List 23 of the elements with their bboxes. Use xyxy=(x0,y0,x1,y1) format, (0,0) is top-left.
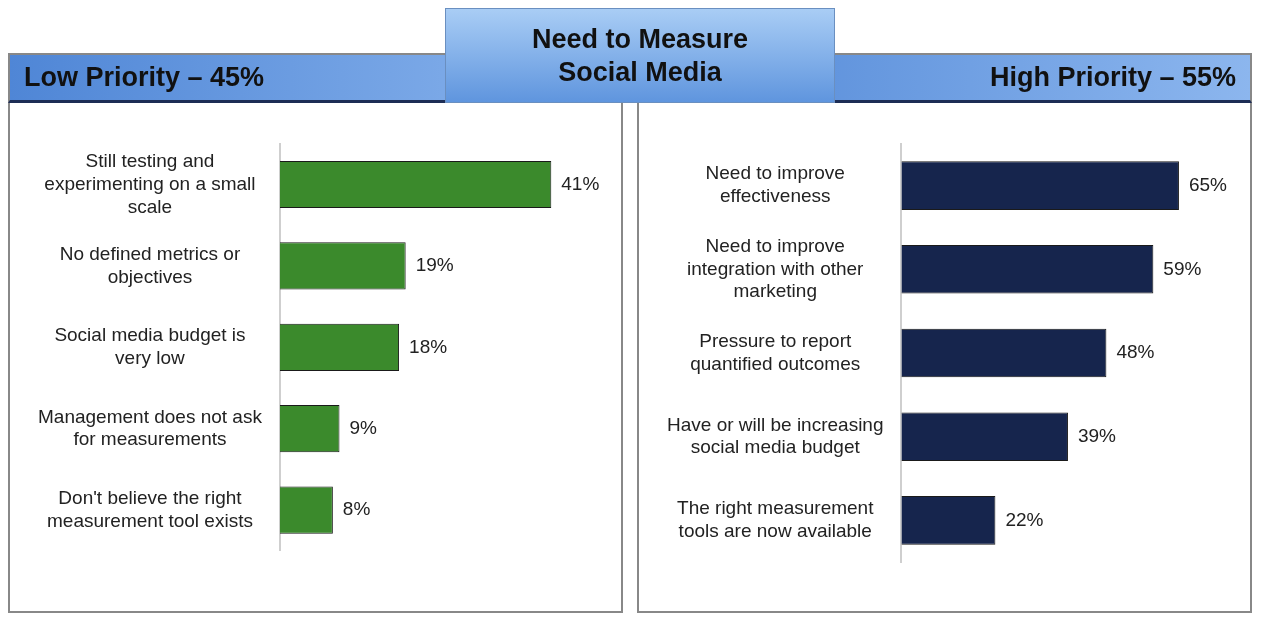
data-label: 19% xyxy=(415,254,454,276)
data-label: 41% xyxy=(561,172,600,194)
y-tick-label: No defined metrics or objectives xyxy=(59,242,241,287)
data-label: 18% xyxy=(409,335,448,357)
y-tick-label: The right measurement tools are now available xyxy=(677,497,875,541)
chart-title: Low Priority – 45% xyxy=(24,62,265,93)
data-label: 48% xyxy=(1116,341,1155,363)
y-tick-label: Have or will be increasing social media budget xyxy=(666,413,884,458)
data-label: 22% xyxy=(1005,508,1044,530)
text: Need to Measure Social Media xyxy=(530,23,750,88)
data-label: 9% xyxy=(349,416,378,438)
data-label: 65% xyxy=(1188,173,1228,195)
y-tick-label: Need to improve integration with other marketing xyxy=(687,234,865,302)
chart-title: High Priority – 55% xyxy=(989,62,1236,93)
y-tick-label: Need to improve effectiveness xyxy=(705,162,845,207)
data-label: 39% xyxy=(1077,424,1117,446)
y-tick-label: Social media budget is very low xyxy=(54,324,246,368)
data-label: 8% xyxy=(342,498,371,520)
y-tick-label: Pressure to report quantified outcomes xyxy=(690,329,861,374)
y-tick-label: Management does not ask for measurements xyxy=(38,405,263,450)
y-tick-label: Don't believe the right measurement tool exists xyxy=(47,486,253,531)
y-tick-label: Still testing and experimenting on a small scale xyxy=(44,149,256,217)
data-label: 59% xyxy=(1163,257,1202,279)
